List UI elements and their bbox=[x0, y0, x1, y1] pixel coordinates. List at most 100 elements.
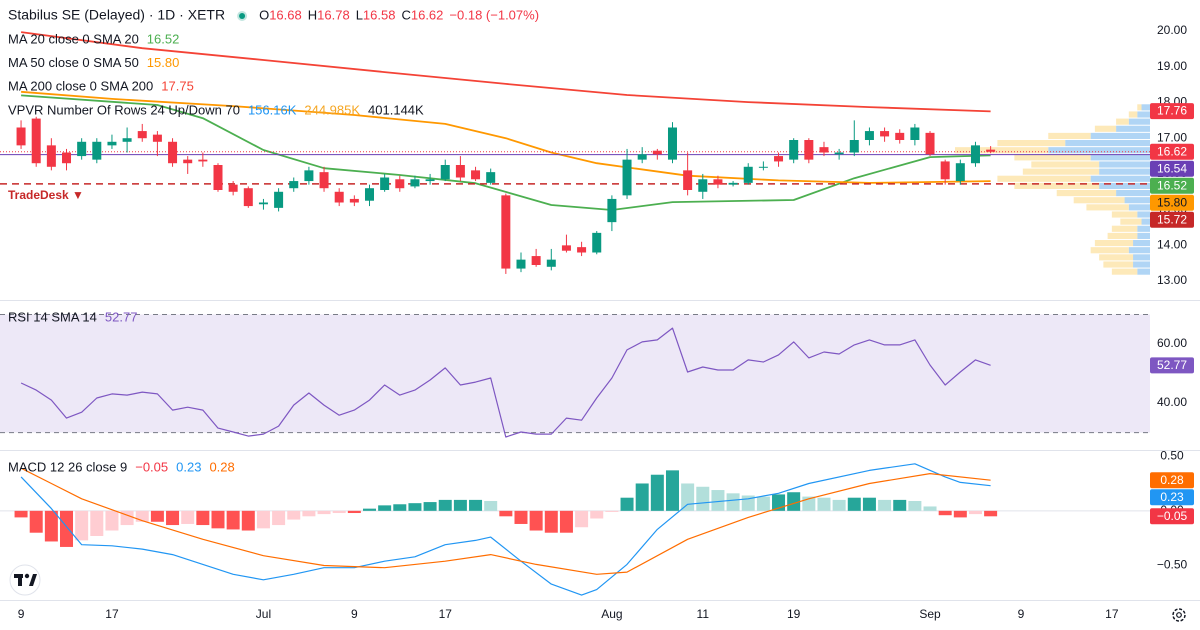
symbol-title: Stabilus SE (Delayed) · 1D · XETR bbox=[8, 7, 225, 23]
price-tag bbox=[1150, 357, 1194, 374]
volume-down bbox=[955, 147, 1049, 154]
candle-body bbox=[970, 145, 980, 164]
x-tick-label: 9 bbox=[18, 607, 25, 621]
candle-body bbox=[258, 202, 268, 205]
candle-body bbox=[16, 127, 26, 146]
candle-body bbox=[62, 152, 72, 164]
histogram-bar bbox=[908, 500, 922, 511]
legend-text: 244.985K bbox=[304, 102, 360, 117]
legend-text: −0.18 (−1.07%) bbox=[449, 7, 539, 22]
price-tag-label: 0.28 bbox=[1160, 473, 1184, 487]
volume-up bbox=[1128, 204, 1150, 211]
status-dot bbox=[239, 13, 246, 19]
candle-body bbox=[395, 179, 405, 189]
legend-text: −0.05 bbox=[135, 459, 168, 474]
volume-down bbox=[1116, 118, 1129, 125]
price-tag-label: 16.54 bbox=[1157, 161, 1187, 175]
candle-body bbox=[789, 140, 799, 160]
legend-text: 16.68 bbox=[269, 7, 302, 22]
candle-body bbox=[410, 179, 420, 187]
legend-text: L bbox=[356, 7, 363, 22]
histogram-bar bbox=[90, 510, 104, 536]
histogram-bar bbox=[378, 505, 392, 511]
histogram-bar bbox=[75, 510, 89, 541]
volume-up bbox=[1099, 182, 1150, 189]
legend-text: 0.23 bbox=[176, 459, 201, 474]
histogram-bar bbox=[135, 510, 149, 522]
price-tag-label: 15.72 bbox=[1157, 212, 1187, 226]
x-tick-label: Jul bbox=[256, 607, 271, 621]
candle-body bbox=[774, 156, 784, 162]
legend-text: 156.16K bbox=[248, 102, 297, 117]
legend-text: H bbox=[308, 7, 317, 22]
candle-body bbox=[137, 131, 147, 139]
candle-body bbox=[880, 131, 890, 137]
candle-body bbox=[440, 165, 450, 180]
histogram-bar bbox=[14, 510, 28, 518]
volume-up bbox=[1124, 197, 1150, 204]
candle-body bbox=[910, 127, 920, 140]
x-tick-label: 17 bbox=[1105, 607, 1119, 621]
histogram-bar bbox=[590, 510, 604, 519]
candle-body bbox=[849, 140, 859, 153]
candle-body bbox=[107, 141, 117, 146]
legend-text: C bbox=[401, 7, 410, 22]
candle-body bbox=[834, 152, 844, 155]
candle-body bbox=[274, 191, 284, 208]
price-tag-label: 16.62 bbox=[1157, 144, 1187, 158]
histogram-bar bbox=[650, 474, 664, 511]
tv-logo bbox=[9, 564, 41, 596]
histogram-bar bbox=[362, 508, 376, 511]
candle-body bbox=[516, 259, 526, 269]
histogram-bar bbox=[665, 470, 679, 511]
indicator-line bbox=[20, 467, 991, 575]
x-tick-label: 19 bbox=[787, 607, 801, 621]
candle-body bbox=[243, 188, 253, 207]
histogram-bar bbox=[620, 497, 634, 511]
candle-body bbox=[698, 179, 708, 192]
candle-body bbox=[925, 132, 935, 155]
settings-icon[interactable] bbox=[1172, 608, 1186, 622]
candle-body bbox=[198, 159, 208, 162]
histogram-bar bbox=[711, 490, 725, 511]
histogram-bar bbox=[181, 510, 195, 524]
y-tick-label: 40.00 bbox=[1157, 395, 1187, 409]
volume-down bbox=[1094, 125, 1117, 132]
candle-body bbox=[546, 259, 556, 267]
x-tick-label: 17 bbox=[439, 607, 453, 621]
candle-body bbox=[652, 150, 662, 155]
volume-up bbox=[1099, 168, 1150, 175]
histogram-bar bbox=[953, 510, 967, 518]
candle-body bbox=[380, 177, 390, 190]
histogram-bar bbox=[832, 499, 846, 511]
histogram-bar bbox=[484, 500, 498, 511]
volume-down bbox=[1111, 268, 1138, 275]
price-tag bbox=[1150, 143, 1194, 160]
volume-down bbox=[1137, 104, 1142, 111]
indicator-line bbox=[21, 90, 991, 184]
volume-up bbox=[1141, 218, 1150, 225]
volume-up bbox=[1133, 261, 1150, 268]
histogram-bar bbox=[438, 499, 452, 511]
volume-down bbox=[1022, 168, 1100, 175]
volume-down bbox=[1073, 197, 1125, 204]
volume-down bbox=[1048, 132, 1091, 139]
legend-text: 15.80 bbox=[147, 55, 180, 70]
histogram-bar bbox=[923, 506, 937, 511]
price-tag bbox=[1150, 160, 1194, 177]
event-label: TradeDesk ▼ bbox=[8, 188, 84, 202]
candle-body bbox=[577, 247, 587, 253]
histogram-bar bbox=[817, 497, 831, 511]
candle-body bbox=[667, 127, 677, 160]
candle-body bbox=[864, 131, 874, 140]
histogram-bar bbox=[60, 510, 74, 547]
histogram-bar bbox=[968, 510, 982, 515]
candle-body bbox=[152, 134, 162, 142]
legend-text: 16.62 bbox=[411, 7, 444, 22]
legend-text: 16.78 bbox=[317, 7, 350, 22]
candle-body bbox=[31, 118, 41, 164]
histogram-bar bbox=[211, 510, 225, 529]
volume-up bbox=[1065, 140, 1150, 147]
candle-body bbox=[531, 256, 541, 265]
